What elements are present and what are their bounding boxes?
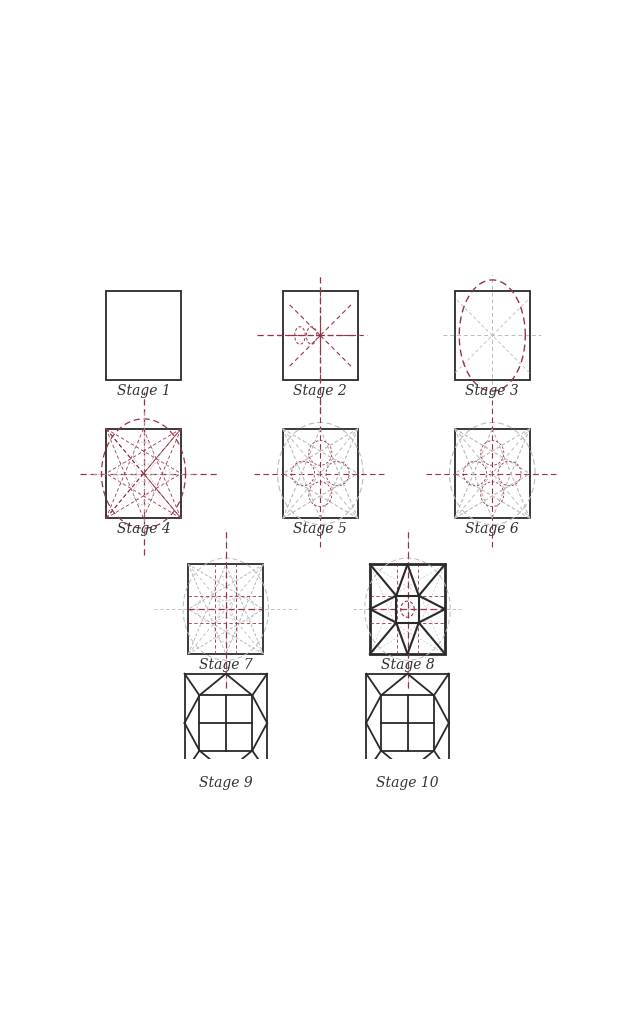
Bar xyxy=(455,291,530,380)
Text: Stage 1: Stage 1 xyxy=(117,384,171,398)
Bar xyxy=(370,564,445,654)
Text: Stage 2: Stage 2 xyxy=(294,384,348,398)
Bar xyxy=(455,429,530,518)
Text: Stage 9: Stage 9 xyxy=(199,776,252,790)
Bar xyxy=(282,291,358,380)
Text: Stage 10: Stage 10 xyxy=(376,776,439,790)
Text: Stage 4: Stage 4 xyxy=(117,522,171,536)
Text: Stage 8: Stage 8 xyxy=(381,657,434,672)
Bar xyxy=(188,564,263,654)
Text: Stage 3: Stage 3 xyxy=(466,384,519,398)
Text: Stage 7: Stage 7 xyxy=(199,657,252,672)
Bar xyxy=(106,291,181,380)
Bar xyxy=(282,429,358,518)
Text: Stage 6: Stage 6 xyxy=(466,522,519,536)
Bar xyxy=(106,429,181,518)
Text: Stage 5: Stage 5 xyxy=(294,522,348,536)
